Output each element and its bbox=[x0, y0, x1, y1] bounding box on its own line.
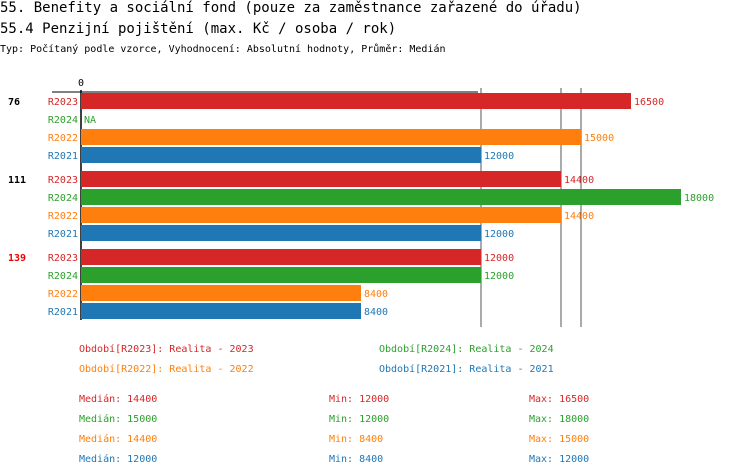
stat-max: Max: 16500 bbox=[529, 394, 589, 405]
data-label: 12000 bbox=[484, 151, 514, 162]
axis-tick-label: 0 bbox=[78, 78, 84, 89]
chart-title: 55. Benefity a sociální fond (pouze za z… bbox=[0, 0, 582, 16]
legend-entry: Období[R2021]: Realita - 2021 bbox=[379, 363, 554, 375]
bar-R2022 bbox=[81, 129, 581, 145]
bar-R2023 bbox=[81, 93, 631, 109]
data-label: 8400 bbox=[364, 289, 388, 300]
stat-max: Max: 18000 bbox=[529, 414, 589, 425]
stat-max: Max: 12000 bbox=[529, 454, 589, 465]
group-label: 139 bbox=[8, 253, 26, 264]
bar-R2022 bbox=[81, 207, 561, 223]
bar-R2021 bbox=[81, 303, 361, 319]
data-label: 14400 bbox=[564, 175, 594, 186]
stat-min: Min: 12000 bbox=[329, 414, 389, 425]
stat-min: Min: 8400 bbox=[329, 454, 383, 465]
legend-entry: Období[R2024]: Realita - 2024 bbox=[379, 343, 554, 355]
series-label: R2021 bbox=[48, 307, 78, 318]
series-label: R2023 bbox=[48, 253, 78, 264]
data-label: 15000 bbox=[584, 133, 614, 144]
series-label: R2024 bbox=[48, 271, 78, 282]
series-label: R2024 bbox=[48, 193, 78, 204]
series-label: R2023 bbox=[48, 175, 78, 186]
bar-R2022 bbox=[81, 285, 361, 301]
bar-R2021 bbox=[81, 225, 481, 241]
data-label: NA bbox=[84, 115, 96, 126]
legend-entry: Období[R2022]: Realita - 2022 bbox=[79, 363, 254, 375]
stat-median: Medián: 14400 bbox=[79, 393, 157, 405]
data-label: 18000 bbox=[684, 193, 714, 204]
group-label: 76 bbox=[8, 97, 20, 108]
series-label: R2022 bbox=[48, 211, 78, 222]
stat-median: Medián: 12000 bbox=[79, 453, 157, 465]
bar-R2024 bbox=[81, 267, 481, 283]
data-label: 8400 bbox=[364, 307, 388, 318]
data-label: 12000 bbox=[484, 271, 514, 282]
bar-R2023 bbox=[81, 171, 561, 187]
group-label: 111 bbox=[8, 175, 26, 186]
chart-subtitle: 55.4 Penzijní pojištění (max. Kč / osoba… bbox=[0, 21, 397, 37]
data-label: 16500 bbox=[634, 97, 664, 108]
stat-max: Max: 15000 bbox=[529, 434, 589, 445]
data-label: 12000 bbox=[484, 253, 514, 264]
stat-min: Min: 12000 bbox=[329, 394, 389, 405]
bar-R2021 bbox=[81, 147, 481, 163]
stat-median: Medián: 14400 bbox=[79, 433, 157, 445]
series-label: R2021 bbox=[48, 229, 78, 240]
chart-info: Typ: Počítaný podle vzorce, Vyhodnocení:… bbox=[0, 44, 446, 55]
series-label: R2022 bbox=[48, 133, 78, 144]
stat-median: Medián: 15000 bbox=[79, 413, 157, 425]
series-label: R2023 bbox=[48, 97, 78, 108]
data-label: 14400 bbox=[564, 211, 594, 222]
data-label: 12000 bbox=[484, 229, 514, 240]
stat-min: Min: 8400 bbox=[329, 434, 383, 445]
legend-entry: Období[R2023]: Realita - 2023 bbox=[79, 343, 254, 355]
bar-R2023 bbox=[81, 249, 481, 265]
series-label: R2022 bbox=[48, 289, 78, 300]
series-label: R2024 bbox=[48, 115, 78, 126]
series-label: R2021 bbox=[48, 151, 78, 162]
bar-R2024 bbox=[81, 189, 681, 205]
